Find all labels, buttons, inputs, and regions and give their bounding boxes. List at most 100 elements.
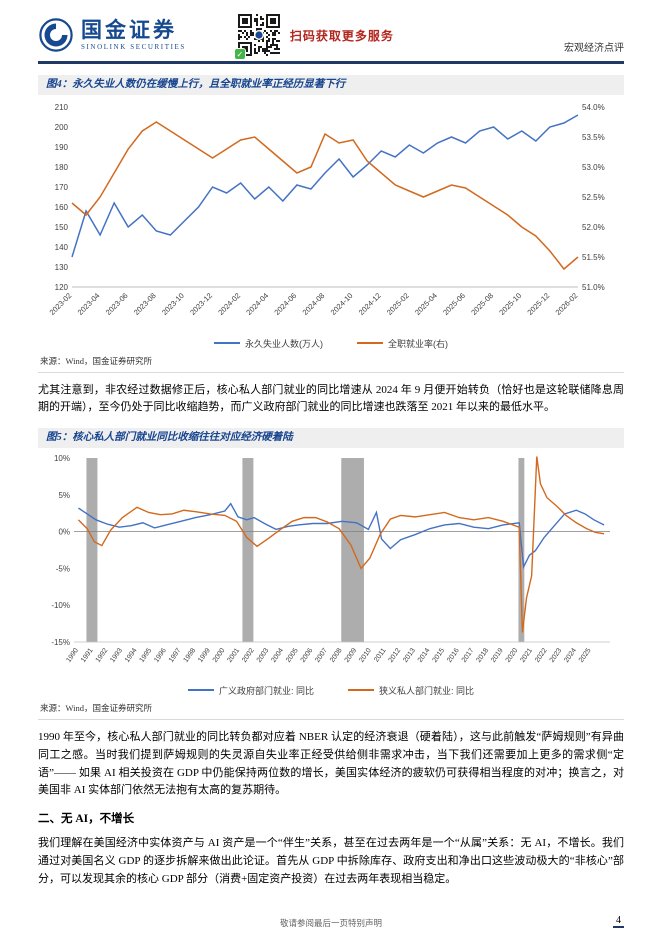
svg-text:-10%: -10% — [51, 601, 70, 610]
svg-text:2016: 2016 — [446, 647, 461, 664]
page-footer: 敬请参阅最后一页特别声明 4 — [38, 915, 624, 929]
svg-text:2024-08: 2024-08 — [301, 291, 327, 317]
svg-text:2024-02: 2024-02 — [216, 291, 242, 317]
legend-line-blue-icon — [187, 689, 214, 692]
body-paragraph-1: 尤其注意到，非农经过数据修正后，核心私人部门就业的同比增速从 2024 年 9 … — [38, 383, 624, 414]
figure-4-legend: 永久失业人数(万人) 全职就业率(右) — [38, 337, 624, 350]
section-heading-2: 二、无 AI，不增长 — [38, 813, 135, 826]
legend-label: 广义政府部门就业: 同比 — [218, 685, 314, 696]
svg-text:210: 210 — [55, 103, 69, 112]
svg-text:2023-06: 2023-06 — [104, 291, 130, 317]
svg-text:54.0%: 54.0% — [582, 103, 605, 112]
figure-5-title: 图5：核心私人部门就业同比收缩往往对应经济硬着陆 — [38, 428, 624, 448]
svg-text:1998: 1998 — [183, 647, 198, 664]
svg-text:120: 120 — [55, 283, 69, 292]
svg-text:5%: 5% — [58, 491, 70, 500]
svg-text:150: 150 — [55, 223, 69, 232]
svg-text:170: 170 — [55, 183, 69, 192]
figure-5-chart: 10% 5% 0% -5% -10% -15% 1990 1991 1992 1993 1994 19… — [38, 448, 624, 686]
company-name-en: SINOLINK SECURITIES — [81, 42, 186, 51]
svg-text:2017: 2017 — [461, 647, 476, 664]
svg-text:51.0%: 51.0% — [582, 283, 605, 292]
figure-4-chart: 120 130 140 150 160 170 180 190 200 210 51.0% 51.5%… — [38, 95, 624, 339]
svg-text:2024-04: 2024-04 — [244, 291, 270, 317]
svg-text:2018: 2018 — [475, 647, 490, 664]
svg-text:53.0%: 53.0% — [582, 163, 605, 172]
svg-text:2006: 2006 — [300, 647, 315, 664]
svg-text:2007: 2007 — [314, 647, 329, 664]
svg-text:2025-06: 2025-06 — [441, 291, 467, 317]
svg-text:2013: 2013 — [402, 647, 417, 664]
svg-text:52.0%: 52.0% — [582, 223, 605, 232]
svg-text:190: 190 — [55, 143, 69, 152]
body-paragraph-2: 1990 年至今，核心私人部门就业的同比转负都对应着 NBER 认定的经济衰退（… — [38, 730, 624, 797]
svg-text:160: 160 — [55, 203, 69, 212]
legend-item-private-employment: 狭义私人部门就业: 同比 — [348, 684, 474, 697]
qr-block: ✓ 扫码获取更多服务 — [233, 14, 394, 60]
svg-text:200: 200 — [55, 123, 69, 132]
svg-text:2020: 2020 — [505, 647, 520, 664]
svg-text:2000: 2000 — [212, 647, 227, 664]
svg-text:2025-12: 2025-12 — [525, 291, 551, 317]
figure-4-title: 图4：永久失业人数仍在缓慢上行，且全职就业率正经历显著下行 — [38, 75, 624, 95]
svg-text:2004: 2004 — [270, 647, 285, 664]
svg-text:2012: 2012 — [388, 647, 403, 664]
svg-text:2021: 2021 — [519, 647, 534, 664]
svg-text:180: 180 — [55, 163, 69, 172]
qr-caption: 扫码获取更多服务 — [289, 28, 394, 43]
svg-text:2025-02: 2025-02 — [385, 291, 411, 317]
legend-line-blue-icon — [214, 342, 240, 345]
legend-item-fulltime-rate: 全职就业率(右) — [357, 337, 448, 350]
svg-text:1997: 1997 — [168, 647, 183, 664]
qr-code: ✓ — [233, 14, 280, 60]
legend-label: 永久失业人数(万人) — [245, 338, 323, 349]
svg-text:2024: 2024 — [563, 647, 578, 664]
figure-5-source: 来源：Wind，国金证券研究所 — [40, 702, 153, 713]
svg-text:1993: 1993 — [109, 647, 124, 664]
sinolink-logo-icon — [39, 18, 73, 52]
svg-text:2024-06: 2024-06 — [272, 291, 298, 317]
svg-text:140: 140 — [55, 243, 69, 252]
svg-text:2010: 2010 — [358, 647, 373, 664]
svg-text:2001: 2001 — [226, 647, 241, 664]
svg-text:52.5%: 52.5% — [582, 193, 605, 202]
svg-text:2008: 2008 — [329, 647, 344, 664]
svg-text:10%: 10% — [54, 454, 70, 463]
svg-text:2015: 2015 — [431, 647, 446, 664]
svg-text:2009: 2009 — [344, 647, 359, 664]
svg-text:2014: 2014 — [417, 647, 432, 664]
svg-text:2026-02: 2026-02 — [554, 291, 580, 317]
svg-text:1991: 1991 — [80, 647, 95, 664]
svg-text:2023-02: 2023-02 — [48, 291, 74, 317]
footer-disclaimer: 敬请参阅最后一页特别声明 — [279, 918, 382, 928]
svg-text:2023-12: 2023-12 — [188, 291, 214, 317]
legend-label: 狭义私人部门就业: 同比 — [379, 685, 475, 696]
svg-text:130: 130 — [55, 263, 69, 272]
svg-text:2011: 2011 — [373, 647, 387, 663]
figure-4-source: 来源：Wind，国金证券研究所 — [40, 355, 153, 366]
legend-line-orange-icon — [348, 689, 374, 692]
page-number: 4 — [613, 915, 624, 928]
svg-text:2002: 2002 — [241, 647, 256, 664]
sinolink-logo: 国金证券 SINOLINK SECURITIES — [38, 17, 186, 53]
svg-text:2023-10: 2023-10 — [160, 291, 186, 317]
legend-item-permanent-unemployed: 永久失业人数(万人) — [214, 337, 323, 350]
svg-text:1999: 1999 — [197, 647, 212, 664]
svg-text:1992: 1992 — [95, 647, 110, 664]
svg-text:51.5%: 51.5% — [582, 253, 605, 262]
report-type-label: 宏观经济点评 — [564, 43, 624, 54]
svg-text:2005: 2005 — [285, 647, 300, 664]
svg-text:2003: 2003 — [256, 647, 271, 664]
svg-text:2025-08: 2025-08 — [469, 291, 495, 317]
body-paragraph-3: 我们理解在美国经济中实体资产与 AI 资产是一个“伴生”关系，甚至在过去两年是一… — [38, 837, 624, 885]
svg-text:2019: 2019 — [490, 647, 505, 664]
logo-text: 国金证券 SINOLINK SECURITIES — [81, 19, 186, 50]
figure-4-block: 图4：永久失业人数仍在缓慢上行，且全职就业率正经历显著下行 120 130 140 1… — [38, 75, 624, 373]
svg-text:2025: 2025 — [578, 647, 593, 664]
figure-5-block: 图5：核心私人部门就业同比收缩往往对应经济硬着陆 10% 5% 0% -5% -10% -… — [38, 428, 624, 720]
svg-text:2023: 2023 — [549, 647, 564, 664]
svg-text:2025-04: 2025-04 — [413, 291, 439, 317]
svg-text:1996: 1996 — [153, 647, 168, 664]
svg-text:2022: 2022 — [534, 647, 549, 664]
